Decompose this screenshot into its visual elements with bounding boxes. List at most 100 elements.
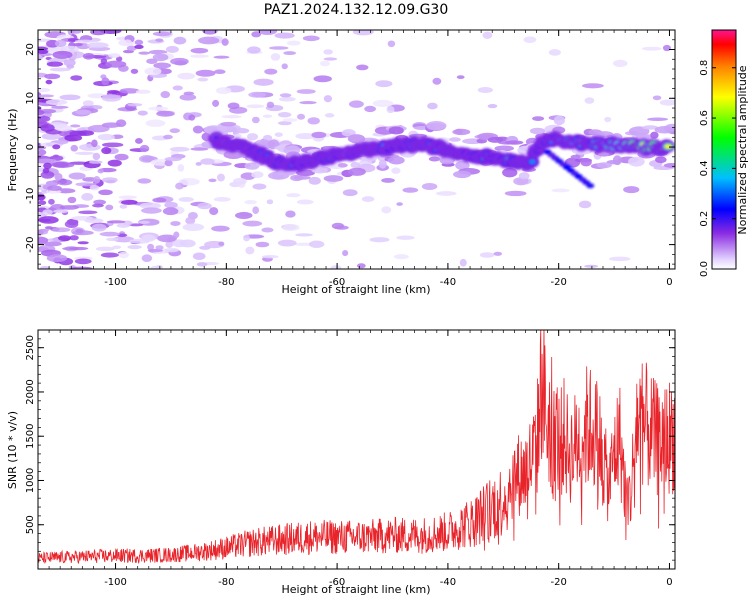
noise-blob [38,49,49,55]
noise-blob [493,251,503,256]
noise-blob [129,238,150,244]
noise-blob [179,94,197,101]
noise-blob [218,241,225,246]
noise-blob [69,130,87,137]
noise-blob [49,67,71,72]
noise-blob [262,114,273,118]
y-tick-label: 1000 [25,468,36,493]
noise-blob [112,245,122,250]
noise-blob [141,254,153,262]
noise-blob [152,197,167,203]
noise-blob [628,156,645,167]
noise-blob [348,167,366,176]
noise-blob [348,100,364,108]
noise-blob [286,193,301,198]
noise-blob [612,59,628,68]
noise-blob [120,199,138,205]
snr-x-ticks: -100 -80 -60 -40 -20 0 [37,330,673,588]
noise-blob [153,62,172,69]
noise-blob [185,216,196,225]
noise-blob [251,31,262,38]
noise-blob [59,205,80,210]
noise-blob [40,123,55,132]
noise-blob [137,110,148,116]
noise-blob [293,175,311,180]
noise-blob [148,106,169,111]
noise-blob [655,156,667,164]
noise-blob [38,149,47,156]
colorbar-tick-label: 0.4 [699,160,710,176]
noise-blob [364,105,376,113]
noise-blob [427,102,438,110]
noise-blob [584,264,599,268]
noise-blob [112,236,135,243]
noise-blob [134,44,144,49]
ridge-core [528,159,536,164]
noise-blob [38,110,45,116]
noise-blob [647,117,669,121]
noise-blob [285,210,296,218]
noise-blob [227,102,240,110]
noise-blob [198,36,220,45]
noise-blob [244,199,258,205]
noise-blob [196,262,208,267]
noise-blob [247,133,259,141]
noise-blob [173,231,180,239]
noise-blob [138,51,151,55]
noise-blob [387,156,405,165]
noise-blob [197,77,209,82]
noise-blob [261,255,279,259]
noise-blob [75,109,92,115]
noise-blob [156,110,175,117]
noise-blob [54,39,67,48]
noise-blob [387,40,396,48]
noise-blob [42,209,53,215]
noise-blob [324,113,335,118]
noise-blob [38,158,57,164]
noise-blob [396,202,403,206]
noise-blob [38,216,59,224]
noise-blob [127,103,143,107]
noise-blob [330,265,342,269]
y-tick-label: 0 [25,144,36,150]
noise-blob [274,132,283,137]
noise-blob [183,91,195,96]
noise-blob [172,85,183,91]
noise-blob [323,49,333,55]
noise-blob [359,156,378,162]
noise-blob [195,161,202,166]
noise-blob [82,100,94,107]
noise-blob [64,220,79,229]
noise-blob [296,199,314,205]
noise-blob [101,77,110,86]
noise-blob [38,200,47,206]
noise-blob [98,189,113,196]
noise-blob [100,252,119,258]
noise-blob [220,121,237,127]
noise-blob [169,128,180,134]
noise-blob [213,197,231,202]
noise-blob [623,186,640,194]
y-tick-label: -20 [25,236,36,252]
noise-blob [74,258,92,265]
noise-blob [548,49,561,56]
noise-blob [170,57,189,66]
noise-blob [221,38,229,46]
noise-blob [99,231,121,237]
noise-blob [107,159,122,167]
noise-blob [44,241,62,247]
noise-blob [106,220,126,224]
noise-blob [169,146,190,152]
noise-blob [38,115,51,123]
noise-blob [372,99,394,108]
spectrogram-x-label: Height of straight line (km) [281,283,430,296]
noise-blob [253,78,274,86]
noise-blob [388,126,404,135]
noise-blob [452,128,471,136]
noise-blob [42,167,50,174]
noise-blob [277,121,292,126]
noise-blob [164,247,179,253]
noise-blob [70,124,81,128]
noise-blob [162,207,179,216]
